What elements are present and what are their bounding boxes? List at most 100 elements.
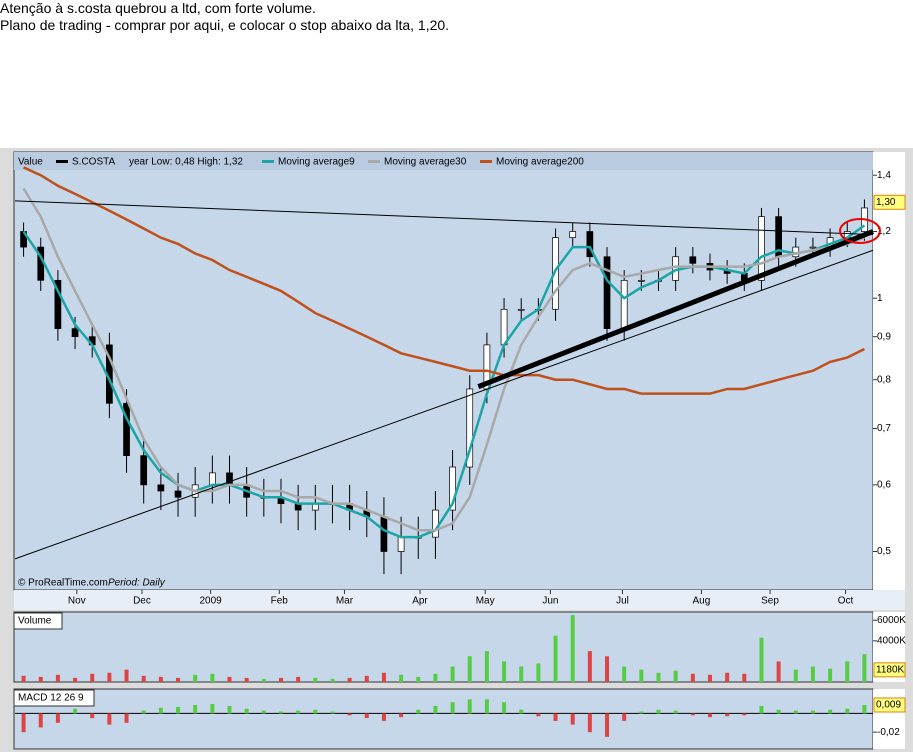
legend-swatch: [56, 160, 68, 163]
last-value-box: [873, 662, 906, 678]
bar: [690, 673, 695, 682]
bar: [416, 709, 421, 714]
bar: [519, 709, 524, 714]
bar: [210, 673, 215, 682]
bar: [845, 708, 850, 714]
post-line: Plano de trading - comprar por aqui, e c…: [0, 17, 450, 33]
bar: [90, 673, 95, 682]
candle-body: [140, 455, 148, 486]
bar: [21, 713, 26, 733]
candle-body: [809, 246, 817, 249]
bar: [176, 706, 181, 714]
bar: [484, 651, 489, 682]
bar: [38, 713, 43, 728]
candle-body: [54, 279, 62, 329]
footer: © ProRealTime.com: [18, 578, 108, 589]
bar: [364, 713, 369, 719]
price-axis: [873, 152, 905, 590]
moving-average: [23, 166, 865, 395]
bar: [828, 668, 833, 682]
bar: [347, 713, 352, 716]
x-tick-label: Jun: [542, 596, 558, 607]
bar: [793, 669, 798, 682]
bar: [38, 676, 43, 682]
y-tick-label: 6000K: [877, 615, 906, 626]
legend-label: Moving average9: [278, 157, 355, 168]
bar: [742, 713, 747, 716]
last-value-label: 1180K: [876, 664, 905, 675]
moving-average: [22, 224, 866, 539]
bar: [296, 676, 301, 682]
bar: [55, 674, 60, 682]
bar: [862, 654, 867, 682]
macd-panel: [13, 688, 874, 750]
legend-swatch: [368, 160, 380, 163]
bar: [158, 676, 163, 682]
x-tick-label: Nov: [68, 596, 86, 607]
panel-label-box: [13, 612, 63, 630]
last-value-label: 0,009: [876, 700, 901, 711]
bar: [656, 672, 661, 682]
bar: [502, 661, 507, 682]
y-tick-label: 0,9: [877, 331, 891, 342]
date-axis: [14, 590, 905, 610]
bar: [725, 713, 730, 717]
legend-swatch: [262, 160, 274, 163]
candle-body: [466, 388, 474, 468]
bar: [759, 705, 764, 714]
bar: [639, 711, 644, 714]
bar: [55, 713, 60, 723]
bar: [381, 713, 386, 721]
bar: [227, 676, 232, 682]
candle-body: [157, 484, 165, 492]
y-tick-label: 1,4: [877, 170, 891, 181]
bar: [810, 666, 815, 682]
bar: [176, 677, 181, 682]
bar: [673, 710, 678, 714]
bar: [553, 713, 558, 721]
y-tick-label: 4000K: [877, 635, 906, 646]
legend-label: Moving average30: [384, 157, 467, 168]
bar: [605, 713, 610, 737]
y-tick-label: 0,5: [877, 546, 891, 557]
bar: [330, 678, 335, 682]
legend-title: Value: [18, 157, 43, 168]
bar: [381, 672, 386, 682]
legend-bar: [14, 152, 873, 170]
bar: [296, 710, 301, 714]
x-tick-label: Apr: [412, 596, 428, 607]
post-line: Atenção à s.costa quebrou a ltd, com for…: [0, 0, 316, 16]
bar: [450, 666, 455, 682]
bar: [570, 615, 575, 682]
candle-body: [380, 516, 388, 552]
bar: [227, 705, 232, 714]
panel-title: MACD 12 26 9: [18, 693, 84, 704]
x-tick-label: Mar: [336, 596, 354, 607]
candle-body: [758, 216, 765, 281]
bar: [278, 677, 283, 682]
candle-body: [586, 231, 594, 258]
legend-label: S.COSTA: [72, 157, 115, 168]
bar: [73, 708, 78, 714]
candle-body: [208, 472, 216, 486]
x-tick-label: Feb: [271, 596, 289, 607]
post: Atenção à s.costa quebrou a ltd, com for…: [0, 0, 449, 34]
bar: [536, 663, 541, 682]
y-tick-label: 0,7: [877, 423, 891, 434]
bar: [587, 651, 592, 682]
bar: [467, 656, 472, 682]
bar: [124, 713, 129, 723]
bar: [519, 666, 524, 682]
trend-line: [477, 229, 874, 389]
bar: [261, 678, 266, 682]
bar: [690, 713, 695, 716]
bar: [673, 670, 678, 682]
y-tick-label: -0,02: [877, 727, 900, 738]
bar: [107, 672, 112, 682]
x-tick-label: May: [476, 596, 495, 607]
bar: [141, 675, 146, 682]
bar: [707, 674, 712, 682]
panel-title: Volume: [18, 616, 52, 627]
bar: [502, 702, 507, 714]
volume-panel: [13, 611, 874, 683]
